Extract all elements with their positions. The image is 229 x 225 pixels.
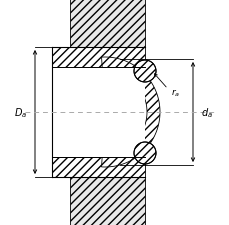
Polygon shape — [52, 48, 144, 68]
Polygon shape — [70, 177, 144, 225]
Polygon shape — [52, 68, 144, 157]
Text: $D_a$: $D_a$ — [14, 106, 27, 119]
Circle shape — [134, 61, 155, 83]
Polygon shape — [52, 157, 144, 177]
Polygon shape — [70, 0, 144, 48]
Text: $d_a$: $d_a$ — [200, 106, 212, 119]
Circle shape — [134, 142, 155, 164]
Polygon shape — [101, 58, 159, 167]
Text: $r_a$: $r_a$ — [170, 88, 179, 99]
